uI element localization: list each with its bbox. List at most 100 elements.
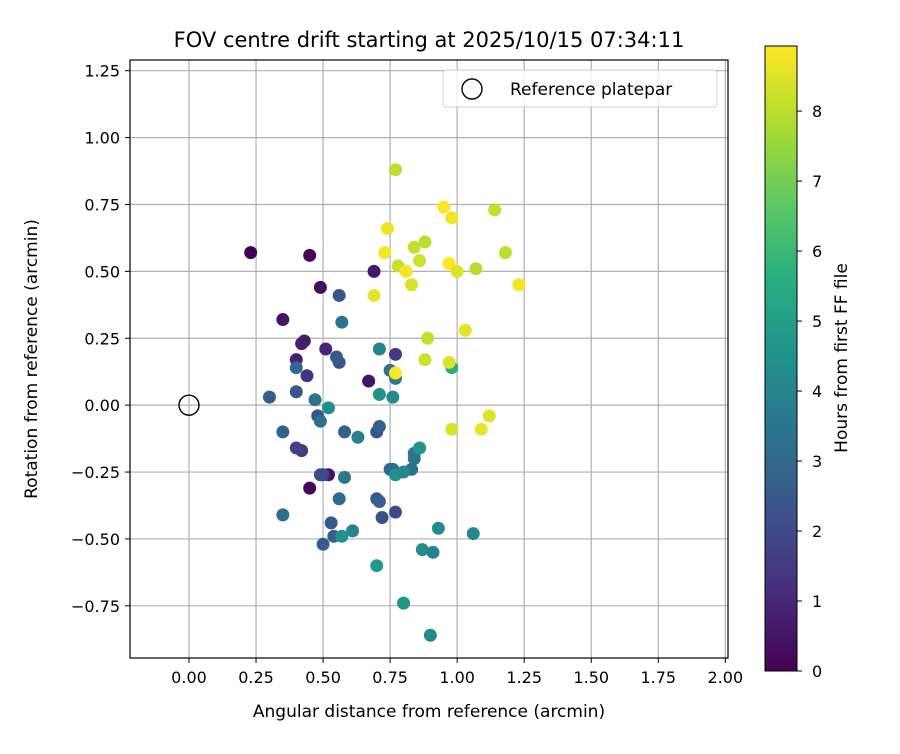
colorbar-tick-label: 2 [812,522,822,541]
data-point [370,559,384,573]
data-point [388,347,402,361]
data-point [316,537,330,551]
colorbar-tick-label: 7 [812,172,822,191]
data-point [466,527,480,541]
data-point [458,323,472,337]
data-point [329,350,343,364]
data-point [332,288,346,302]
y-axis-label: Rotation from reference (arcmin) [22,219,42,499]
data-point [450,264,464,278]
data-point [276,425,290,439]
plot-frame [129,59,729,659]
legend-box [442,69,718,108]
reference-platepar-marker [178,394,200,416]
colorbar-label: Hours from first FF file [832,263,852,453]
data-point [437,200,451,214]
data-point [332,492,346,506]
data-point [367,264,381,278]
data-point [512,278,526,292]
y-tick-label: 0.25 [84,329,120,348]
y-tick-label: −0.25 [71,463,120,482]
legend-entry-label: Reference platepar [510,80,672,100]
data-point [295,337,309,351]
data-point [300,369,314,383]
data-point [319,342,333,356]
colorbar-tick-label: 8 [812,102,822,121]
data-point [426,545,440,559]
data-point [469,262,483,276]
y-tick-label: 0.50 [84,262,120,281]
data-point [313,468,327,482]
data-point [498,246,512,260]
data-point [303,248,317,262]
colorbar-tick-label: 0 [812,662,822,681]
data-point [488,203,502,217]
x-tick-label: 1.50 [573,668,609,687]
data-point [338,470,352,484]
data-point [386,390,400,404]
data-point [289,361,303,375]
x-tick-label: 2.00 [708,668,744,687]
data-point [324,516,338,530]
y-tick-label: 0.00 [84,396,120,415]
colorbar-tick-label: 3 [812,452,822,471]
data-point [407,240,421,254]
data-point [413,441,427,455]
data-point [262,390,276,404]
data-point [445,211,459,225]
data-point [362,374,376,388]
data-point [375,511,389,525]
x-axis-label: Angular distance from reference (arcmin) [253,702,605,722]
x-tick-label: 0.00 [171,668,207,687]
colorbar-tick-label: 5 [812,312,822,331]
data-point [397,465,411,479]
data-point [372,494,386,508]
data-point [303,481,317,495]
data-point [418,353,432,367]
y-tick-label: −0.50 [71,530,120,549]
x-tick-label: 0.75 [372,668,408,687]
data-points [178,163,526,642]
y-tick-label: 0.75 [84,195,120,214]
colorbar-tick-label: 1 [812,592,822,611]
data-point [313,414,327,428]
y-tick-label: −0.75 [71,597,120,616]
colorbar-gradient [764,45,798,672]
data-point [276,313,290,327]
data-point [423,628,437,642]
x-tick-label: 1.00 [439,668,475,687]
data-point [415,543,429,557]
data-point [321,401,335,415]
data-point [378,246,392,260]
data-point [474,422,488,436]
x-tick-label: 1.75 [640,668,676,687]
chart-title: FOV centre drift starting at 2025/10/15 … [174,28,685,52]
x-tick-label: 1.25 [506,668,542,687]
data-point [289,441,303,455]
x-tick-label: 0.50 [305,668,341,687]
data-point [346,524,360,538]
data-point [313,280,327,294]
data-point [380,222,394,236]
data-point [418,235,432,249]
data-point [338,425,352,439]
data-point [276,508,290,522]
data-point [397,596,411,610]
data-point [388,505,402,519]
data-point [445,422,459,436]
data-point [367,288,381,302]
data-point [308,393,322,407]
data-point [244,246,258,260]
data-point [388,366,402,380]
data-point [421,331,435,345]
data-point [405,278,419,292]
colorbar-tick-label: 4 [812,382,822,401]
data-point [372,420,386,434]
x-ticks: 0.00 0.25 0.50 0.75 1.00 1.25 1.50 1.75 2.00 [171,658,743,687]
colorbar-tick-label: 6 [812,242,822,261]
legend: Reference platepar [442,69,718,108]
y-tick-label: 1.25 [84,62,120,81]
y-ticks: 1.25 1.00 0.75 0.50 0.25 0.00 −0.25 −0.50 −0.75 [71,62,130,616]
data-point [442,355,456,369]
